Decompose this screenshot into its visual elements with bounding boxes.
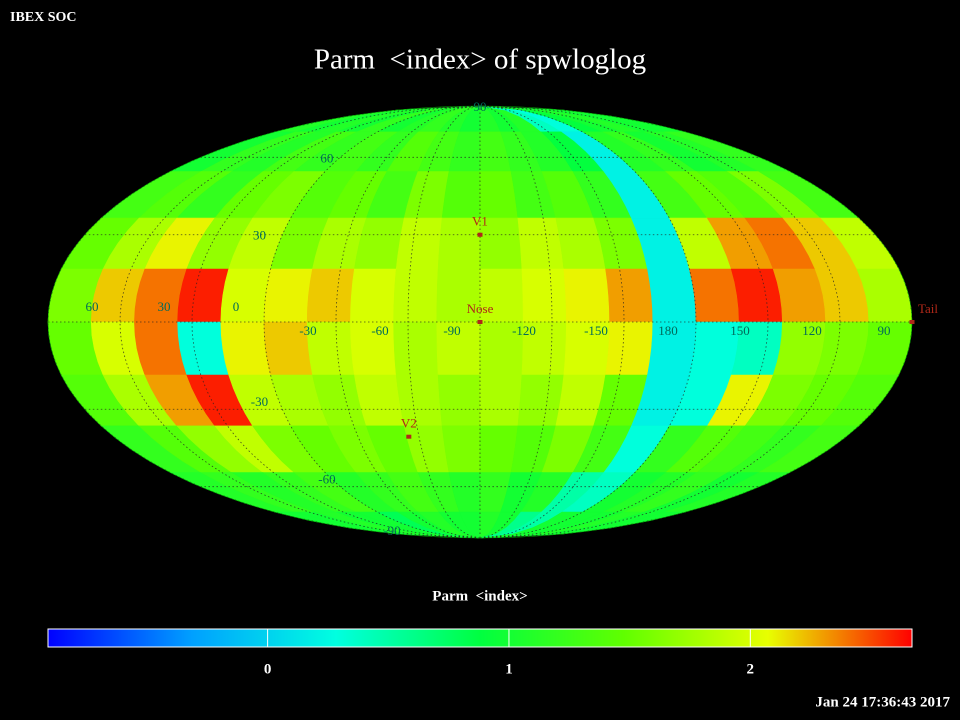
map-cell [689, 268, 740, 323]
map-cell [441, 171, 481, 219]
lat-tick-label: -30 [251, 394, 268, 409]
map-cell [220, 268, 271, 323]
marker [477, 320, 483, 324]
lat-tick-label: 60 [320, 150, 333, 165]
marker [909, 320, 915, 324]
colorbar-tick-label: 1 [505, 661, 513, 677]
org-label: IBEX SOC [10, 10, 77, 25]
marker [406, 434, 412, 439]
map-cell [441, 425, 481, 473]
map-cell [350, 268, 397, 323]
map-cell [517, 217, 565, 270]
map-cell [517, 374, 565, 427]
lon-tick-label: 120 [802, 323, 822, 338]
map-cell [730, 268, 783, 323]
colorbar [47, 628, 913, 648]
meridian [119, 105, 481, 539]
lat-tick-label: -90 [383, 523, 400, 538]
marker-label: V2 [401, 416, 417, 431]
map-cell [395, 217, 443, 270]
title: Parm <index> of spwloglog [314, 44, 646, 76]
colorbar-tick-label: 2 [747, 661, 755, 677]
lon-tick-label: -90 [443, 323, 460, 338]
map-cell [220, 321, 271, 376]
lon-tick-label: -30 [299, 323, 316, 338]
lon-tick-label: -120 [512, 323, 536, 338]
map-cell [647, 268, 697, 323]
marker-label: Tail [918, 301, 938, 316]
lat-tick-label: -60 [318, 472, 335, 487]
lon-tick-label: 180 [658, 323, 678, 338]
map-labels: 60 30 0 -30 -60 -90 -120 -150 180 150 120 90 90 60 30 -… [86, 99, 939, 538]
map-cell [521, 268, 567, 323]
lon-tick-label: 30 [158, 299, 171, 314]
lon-tick-label: -60 [371, 323, 388, 338]
colorbar-ticks: 0 1 2 [264, 629, 754, 677]
lon-tick-label: -150 [584, 323, 608, 338]
colorbar-label: Parm <index> [432, 588, 527, 604]
lon-tick-label: 150 [730, 323, 750, 338]
marker-label: Nose [467, 301, 494, 316]
map-cell [605, 321, 654, 376]
map-cell [393, 321, 439, 376]
marker-label: V1 [472, 214, 488, 229]
marker [477, 232, 483, 237]
lon-tick-label: 90 [878, 323, 891, 338]
map-cell [563, 268, 610, 323]
map-cell [437, 374, 481, 427]
timestamp: Jan 24 17:36:43 2017 [815, 694, 950, 710]
map-cell [306, 268, 355, 323]
map-cell [393, 268, 439, 323]
lon-tick-label: 60 [86, 299, 99, 314]
map-cell [479, 374, 523, 427]
lat-tick-label: 30 [253, 228, 266, 243]
lon-tick-label: 0 [233, 299, 240, 314]
map-cells [47, 105, 913, 539]
map-cell [263, 268, 313, 323]
map-cell [605, 268, 654, 323]
colorbar-tick-label: 0 [264, 661, 272, 677]
lat-tick-label: 90 [474, 99, 487, 114]
